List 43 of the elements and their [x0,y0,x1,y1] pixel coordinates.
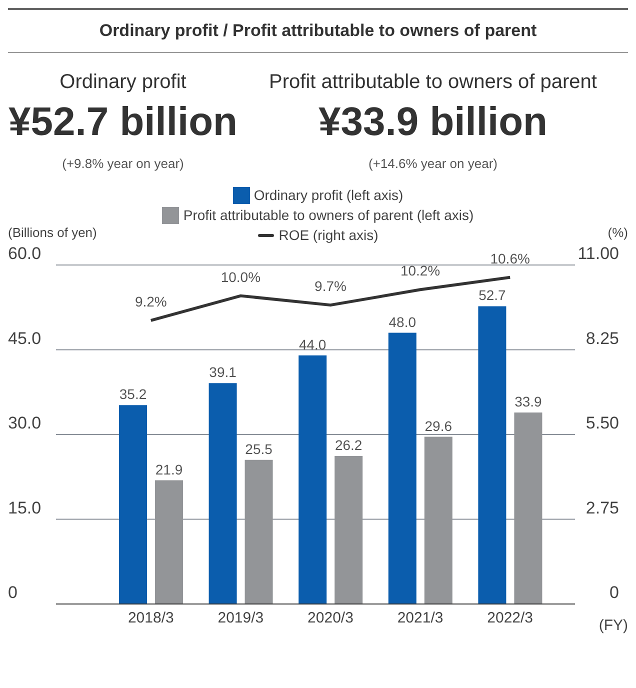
text: Ordinary profit [58,71,188,94]
y2-tick-label: 8.25 [586,328,619,348]
data-label: 52.7 [478,287,506,304]
y-tick-label: 60.0 [8,244,42,264]
data-label: 9.2% [134,293,167,310]
x-tick-label: 2022/3 [487,610,534,627]
data-label: 33.9 [514,393,542,410]
text: ¥52.7 billion [8,99,238,146]
text: ¥33.9 billion [318,99,548,146]
data-label: 26.2 [334,436,362,453]
text: (+14.6% year on year) [368,156,498,171]
legend-label: ROE (right axis) [278,226,378,245]
x-tick-label: 2018/3 [128,610,174,627]
legend-label: Ordinary profit (left axis) [254,186,404,205]
data-label: 9.7% [314,278,346,294]
y2-tick-label: 2.75 [586,498,619,518]
y-tick-label: 30.0 [8,414,42,433]
legend-label: Profit attributable to owners of parent (left axis) [183,206,474,225]
y-axis-title: (Billions of yen) [8,225,97,240]
data-label: 25.5 [245,440,273,457]
data-label: 21.9 [155,461,183,478]
data-label: 39.1 [209,364,237,380]
y2-tick-label: 0 [610,583,619,602]
data-label: 10.6% [490,250,530,266]
text: (+9.8% year on year) [61,156,185,171]
text: Profit attributable to owners of parent [268,71,598,94]
data-label: 44.0 [298,336,326,352]
x-axis-title: (FY) [598,617,628,634]
x-tick-label: 2021/3 [397,610,444,627]
y2-tick-label: 5.50 [586,414,619,433]
x-tick-label: 2020/3 [308,610,354,627]
x-tick-label: 2019/3 [218,610,264,627]
y-tick-label: 45.0 [8,328,42,348]
data-label: 10.0% [220,268,261,285]
data-label: 35.2 [119,386,147,402]
data-label: 29.6 [424,418,452,434]
y-tick-label: 0 [8,583,18,602]
y-tick-label: 15.0 [8,498,42,518]
data-label: 48.0 [388,314,416,330]
y2-tick-label: 11.00 [578,244,619,264]
chart-title: Ordinary profit / Profit attributable to owners of parent [8,8,628,53]
y2-axis-title: (%) [608,225,628,240]
data-label: 10.2% [400,262,440,279]
